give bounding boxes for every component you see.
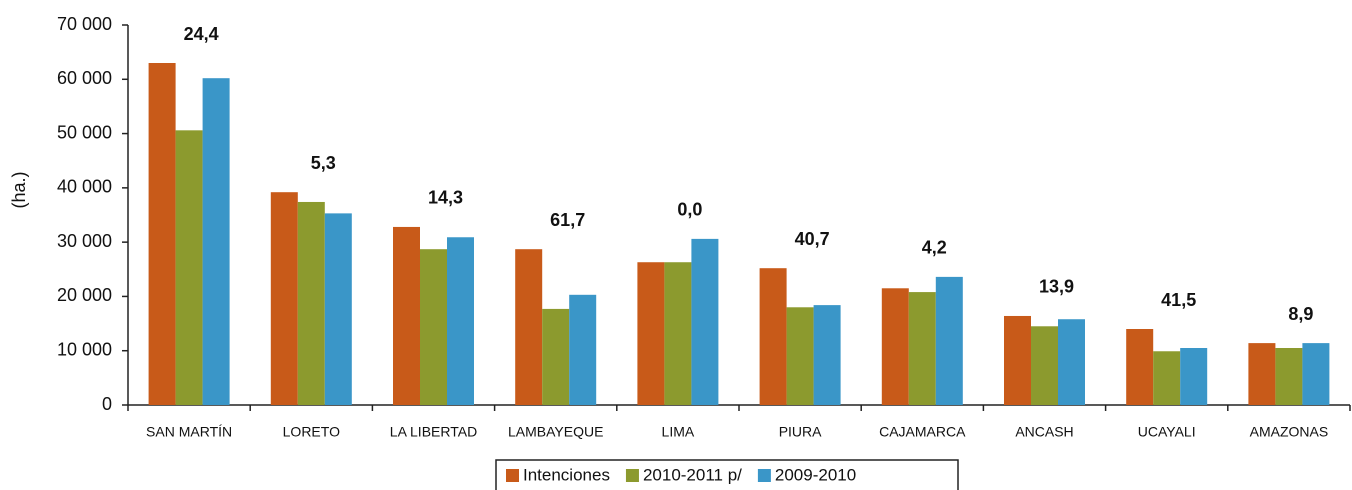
bar xyxy=(393,226,420,405)
x-tick-label: SAN MARTÍN xyxy=(146,424,232,440)
bar xyxy=(515,249,543,405)
bar xyxy=(270,192,298,405)
bar xyxy=(447,237,474,405)
x-tick-label: PIURA xyxy=(779,424,822,440)
x-tick-label: UCAYALI xyxy=(1138,424,1196,440)
bar xyxy=(691,238,719,405)
bar xyxy=(813,305,841,405)
bar xyxy=(664,262,692,405)
bar xyxy=(420,249,447,405)
bar xyxy=(759,268,787,405)
y-tick-label: 50 000 xyxy=(57,122,112,142)
annotation: 5,3 xyxy=(311,153,336,173)
legend-swatch xyxy=(506,469,519,482)
annotation: 4,2 xyxy=(922,238,947,258)
x-tick-label: CAJAMARCA xyxy=(879,424,966,440)
legend-label: 2010-2011 p/ xyxy=(643,465,742,484)
annotation: 61,7 xyxy=(550,210,585,230)
x-tick-label: LIMA xyxy=(662,424,695,440)
y-tick-label: 10 000 xyxy=(57,339,112,359)
x-tick-label: LAMBAYEQUE xyxy=(508,424,603,440)
legend-label: Intenciones xyxy=(523,465,610,484)
annotation: 0,0 xyxy=(677,200,702,220)
annotation: 41,5 xyxy=(1161,290,1196,310)
x-tick-label: AMAZONAS xyxy=(1250,424,1329,440)
bar xyxy=(1275,348,1303,405)
annotation: 14,3 xyxy=(428,188,463,208)
bar xyxy=(175,130,203,406)
y-tick-label: 70 000 xyxy=(57,14,112,34)
y-axis-label: (ha.) xyxy=(9,171,29,208)
bar xyxy=(786,307,814,405)
bar xyxy=(1180,348,1208,405)
bar xyxy=(881,288,909,405)
annotation: 40,7 xyxy=(795,229,830,249)
legend-box xyxy=(495,459,959,490)
bar xyxy=(908,292,936,405)
bar xyxy=(935,276,963,405)
bar xyxy=(202,78,230,405)
bar xyxy=(1248,343,1276,405)
bar xyxy=(324,213,352,405)
x-tick-label: ANCASH xyxy=(1015,424,1073,440)
legend-swatch xyxy=(625,469,639,482)
bar xyxy=(297,201,325,405)
y-tick-label: 20 000 xyxy=(57,285,112,305)
annotation: 8,9 xyxy=(1288,304,1313,324)
bar xyxy=(1031,326,1058,405)
bar xyxy=(1302,343,1330,405)
bar xyxy=(637,262,665,405)
legend-label: 2009-2010 xyxy=(775,465,856,484)
y-tick-label: 60 000 xyxy=(57,68,112,88)
bar xyxy=(1126,329,1154,405)
bar xyxy=(542,308,570,405)
bar xyxy=(1153,351,1181,405)
bar xyxy=(569,294,597,405)
bar xyxy=(148,63,176,405)
y-tick-label: 40 000 xyxy=(57,177,112,197)
annotation: 24,4 xyxy=(184,24,219,44)
y-tick-label: 0 xyxy=(102,394,112,414)
bar xyxy=(1004,315,1031,405)
legend-swatch xyxy=(757,469,771,482)
annotation: 13,9 xyxy=(1039,277,1074,297)
y-tick-label: 30 000 xyxy=(57,231,112,251)
bar xyxy=(1058,319,1085,405)
x-tick-label: LA LIBERTAD xyxy=(390,424,477,440)
x-tick-label: LORETO xyxy=(283,424,340,440)
